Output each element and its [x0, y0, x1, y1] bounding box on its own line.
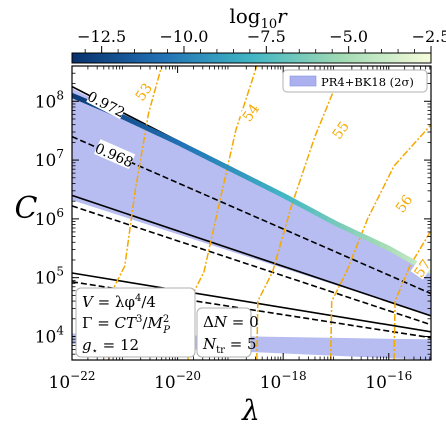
y-tick-label: 105 — [35, 265, 64, 289]
y-tick-label: 106 — [35, 206, 64, 230]
efold-line-55 — [256, 71, 342, 360]
ns-line-1 — [72, 135, 431, 295]
ns-label-bg — [86, 87, 128, 120]
ns-line-4 — [72, 272, 431, 333]
annotation-rate: Γ = CT3/M2 P — [82, 314, 170, 336]
efold-label-bg — [392, 191, 415, 215]
colorbar-bar — [71, 52, 432, 64]
x-tick-label: 10−20 — [154, 369, 201, 393]
ns-line-5 — [72, 281, 431, 339]
efold-label-bg — [238, 100, 262, 124]
annotation-box-efolds: ΔN = 0 Ntr = 5 — [196, 307, 259, 358]
efold-label-bg — [410, 256, 434, 280]
x-tick-label: 10−18 — [260, 369, 307, 393]
x-tick-label: 10−22 — [49, 369, 96, 393]
colorbar-tick-label: −5.0 — [329, 27, 368, 46]
efold-label-bg — [328, 118, 352, 142]
annotation-dof: g⋆ = 12 — [82, 336, 139, 357]
y-tick-label: 104 — [35, 323, 65, 347]
band-0 — [72, 88, 431, 316]
x-axis-label: λ — [241, 394, 260, 427]
efold-label-bg — [131, 79, 155, 104]
legend-swatch — [289, 75, 317, 87]
y-tick-label: 108 — [35, 88, 64, 112]
annotation-box-model: V = λφ4/4 Γ = CT3/M2 P g⋆ = 12 — [75, 287, 196, 358]
colorbar-ticks: −12.5 −10.0 −7.5 −5.0 −2.5 — [77, 27, 446, 53]
efold-line-56 — [329, 124, 431, 360]
y-tick-label: 107 — [35, 147, 64, 171]
x-tick-label: 10−16 — [365, 369, 412, 393]
y-axis-label: C — [15, 191, 38, 226]
legend-label: PR4+BK18 (2σ) — [321, 75, 414, 89]
colorbar: log10r −12.5 −10.0 −7.5 −5.0 −2.5 — [71, 4, 446, 64]
annotation-delta-n: ΔN = 0 — [203, 313, 259, 331]
annotation-potential: V = λφ4/4 — [82, 293, 156, 311]
colorbar-tick-label: −10.0 — [159, 27, 208, 46]
legend: PR4+BK18 (2σ) — [282, 69, 428, 93]
plot-frame — [71, 65, 432, 361]
annotation-n-tr: Ntr = 5 — [202, 335, 257, 356]
ns-line-3 — [72, 205, 431, 326]
colorbar-tick-label: −7.5 — [247, 27, 286, 46]
y-axis-ticks: 104 105 106 107 108 — [35, 72, 431, 361]
colorbar-tick-label: −12.5 — [77, 27, 126, 46]
efold-line-57 — [393, 230, 431, 360]
ns-label-bg — [94, 139, 136, 170]
colorbar-label: log10r — [229, 4, 288, 32]
colorbar-tick-label: −2.5 — [412, 27, 446, 46]
